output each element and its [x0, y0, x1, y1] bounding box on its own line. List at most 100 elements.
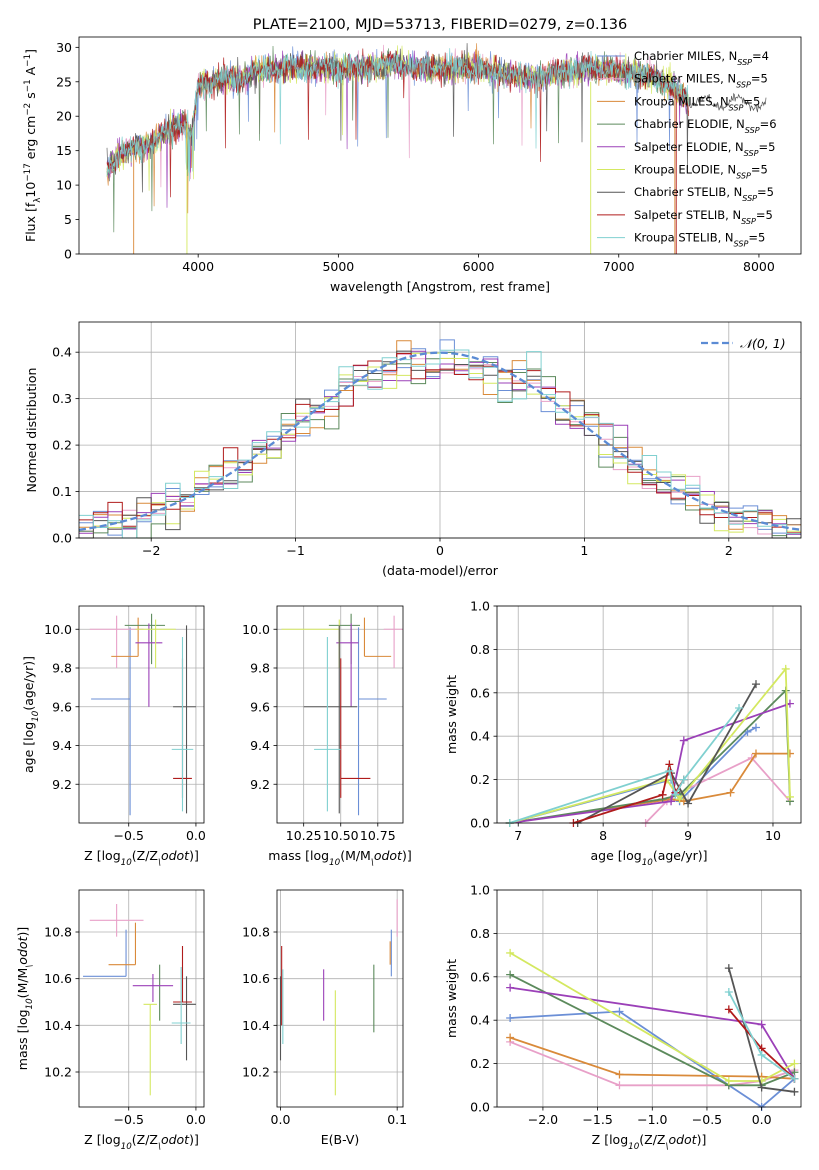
axes-layer — [75, 36, 802, 1111]
mass-weight-marker — [757, 1083, 766, 1092]
mass-weight-marker — [665, 766, 674, 775]
x-tick-label: 0.0 — [186, 1112, 206, 1127]
mass-weight-marker — [679, 736, 688, 745]
x-tick-label: 10 — [765, 828, 781, 843]
mass-weight-marker — [506, 970, 515, 979]
spectrum-series-6-ext — [688, 92, 767, 113]
y-tick-label: 0.1 — [52, 484, 72, 499]
legend-entry: Kroupa MILES, NSSP=5 — [634, 94, 760, 112]
age_vs_Z-frame — [78, 605, 205, 824]
y-tick-label: 9.4 — [52, 738, 72, 753]
x-tick-label: −2 — [142, 543, 160, 558]
y-tick-label: 10.6 — [242, 971, 270, 986]
x-tick-label: 2 — [725, 543, 733, 558]
y-tick-label: 0.2 — [52, 438, 72, 453]
mass_vs_Z-errorbars — [83, 904, 196, 1096]
y-tick-label: 0.0 — [470, 816, 490, 831]
y-tick-label: 10.8 — [242, 925, 270, 940]
mass-weight-marker — [724, 964, 733, 973]
legend-entry: Salpeter STELIB, NSSP=5 — [634, 208, 773, 226]
x-tick-label: 0.0 — [271, 1112, 291, 1127]
y-tick-label: 0.0 — [52, 531, 72, 546]
y-tick-label: 1.0 — [470, 599, 490, 614]
age_vs_Z-ylabel: age [log10(age/yr)] — [21, 656, 41, 773]
residuals-xlabel: (data-model)/error — [382, 563, 499, 578]
x-tick-label: 8 — [599, 828, 607, 843]
y-tick-label: 10.8 — [44, 925, 72, 940]
mass-weight-marker — [757, 1050, 766, 1059]
mass-weight-marker — [785, 792, 794, 801]
x-tick-label: 7 — [514, 828, 522, 843]
mass-weight-line-5 — [509, 952, 795, 1082]
histogram-steps — [78, 339, 802, 539]
spectrum-series-4 — [106, 50, 689, 208]
y-tick-label: 0.6 — [470, 685, 490, 700]
mass_vs_Z-xlabel: Z [log10(Z/Z\odot)] — [84, 1132, 199, 1152]
mass-weight-line-2 — [509, 752, 790, 824]
y-tick-label: 10.0 — [242, 622, 270, 637]
mass-weight-marker — [757, 1020, 766, 1029]
y-tick-label: 30 — [56, 40, 72, 55]
x-tick-label: 1 — [580, 543, 588, 558]
y-tick-label: 1.0 — [470, 883, 490, 898]
y-tick-label: 0.3 — [52, 391, 72, 406]
legend-entry: Salpeter ELODIE, NSSP=5 — [634, 140, 775, 158]
mw_vs_age-ylabel: mass weight — [444, 675, 459, 754]
mw_vs_age-xlabel: age [log10(age/yr)] — [590, 848, 707, 868]
mass-weight-line-1 — [644, 756, 791, 824]
legend-entry: Chabrier STELIB, NSSP=5 — [634, 185, 774, 203]
mass_vs_Z-frame — [78, 889, 205, 1108]
mass_vs_EBV-frame — [276, 889, 404, 1108]
mass-weight-line-0 — [509, 726, 757, 824]
x-tick-label: 10.25 — [286, 828, 322, 843]
mass-weight-marker — [506, 983, 515, 992]
mass-weight-marker — [751, 749, 760, 758]
y-tick-label: 25 — [56, 74, 72, 89]
y-tick-label: 9.2 — [52, 777, 72, 792]
y-tick-label: 10.2 — [44, 1065, 72, 1080]
x-tick-label: −2.0 — [528, 1112, 558, 1127]
x-tick-label: 0.0 — [752, 1112, 772, 1127]
mass-weight-marker — [667, 797, 676, 806]
y-tick-label: 10.4 — [242, 1018, 270, 1033]
y-tick-label: 0 — [64, 247, 72, 262]
spectrum-series-8 — [106, 48, 689, 182]
mass-weight-marker — [679, 775, 688, 784]
mass-weight-marker — [724, 1005, 733, 1014]
x-tick-label: 9 — [684, 828, 692, 843]
age_vs_mass-xlabel: mass [log10(M/M\odot)] — [268, 848, 411, 868]
x-tick-label: 7000 — [603, 259, 635, 274]
y-tick-label: 0.8 — [470, 926, 490, 941]
mw_vs_Z-ylabel: mass weight — [444, 959, 459, 1038]
mass-weight-line-4 — [509, 702, 791, 824]
mass-weight-marker — [735, 703, 744, 712]
y-tick-label: 0.8 — [470, 642, 490, 657]
mass-weight-marker — [506, 1033, 515, 1042]
chart-title: PLATE=2100, MJD=53713, FIBERID=0279, z=0… — [253, 17, 627, 33]
x-tick-label: −1.5 — [582, 1112, 612, 1127]
y-tick-label: 0.2 — [470, 1056, 490, 1071]
mass_vs_Z-ylabel: mass [log10(M/M\odot)] — [15, 927, 35, 1070]
mass_vs_EBV-xlabel: E(B-V) — [321, 1132, 360, 1147]
mass-weight-marker — [781, 664, 790, 673]
y-tick-label: 10.4 — [44, 1018, 72, 1033]
spectrum-xlabel: wavelength [Angstrom, rest frame] — [330, 279, 550, 294]
mass-weight-line-3 — [509, 973, 795, 1087]
age_vs_Z-errorbars — [89, 613, 196, 816]
mass-weight-marker — [658, 790, 667, 799]
y-tick-label: 0.6 — [470, 969, 490, 984]
mass-weight-line-7 — [573, 764, 685, 824]
mass-weight-marker — [790, 1059, 799, 1068]
mass-weight-marker — [751, 723, 760, 732]
mass-weight-marker — [724, 1076, 733, 1085]
y-tick-label: 0.4 — [470, 1013, 490, 1028]
age_vs_mass-frame — [276, 605, 404, 824]
mass-weight-marker — [615, 1007, 624, 1016]
mass-weight-marker — [684, 799, 693, 808]
mw_vs_age-series — [505, 664, 794, 827]
spectrum-lines — [106, 43, 767, 254]
y-tick-label: 10 — [56, 178, 72, 193]
y-tick-label: 0.0 — [470, 1100, 490, 1115]
mass-weight-line-2 — [509, 1036, 795, 1080]
hist-series-6 — [79, 350, 801, 539]
